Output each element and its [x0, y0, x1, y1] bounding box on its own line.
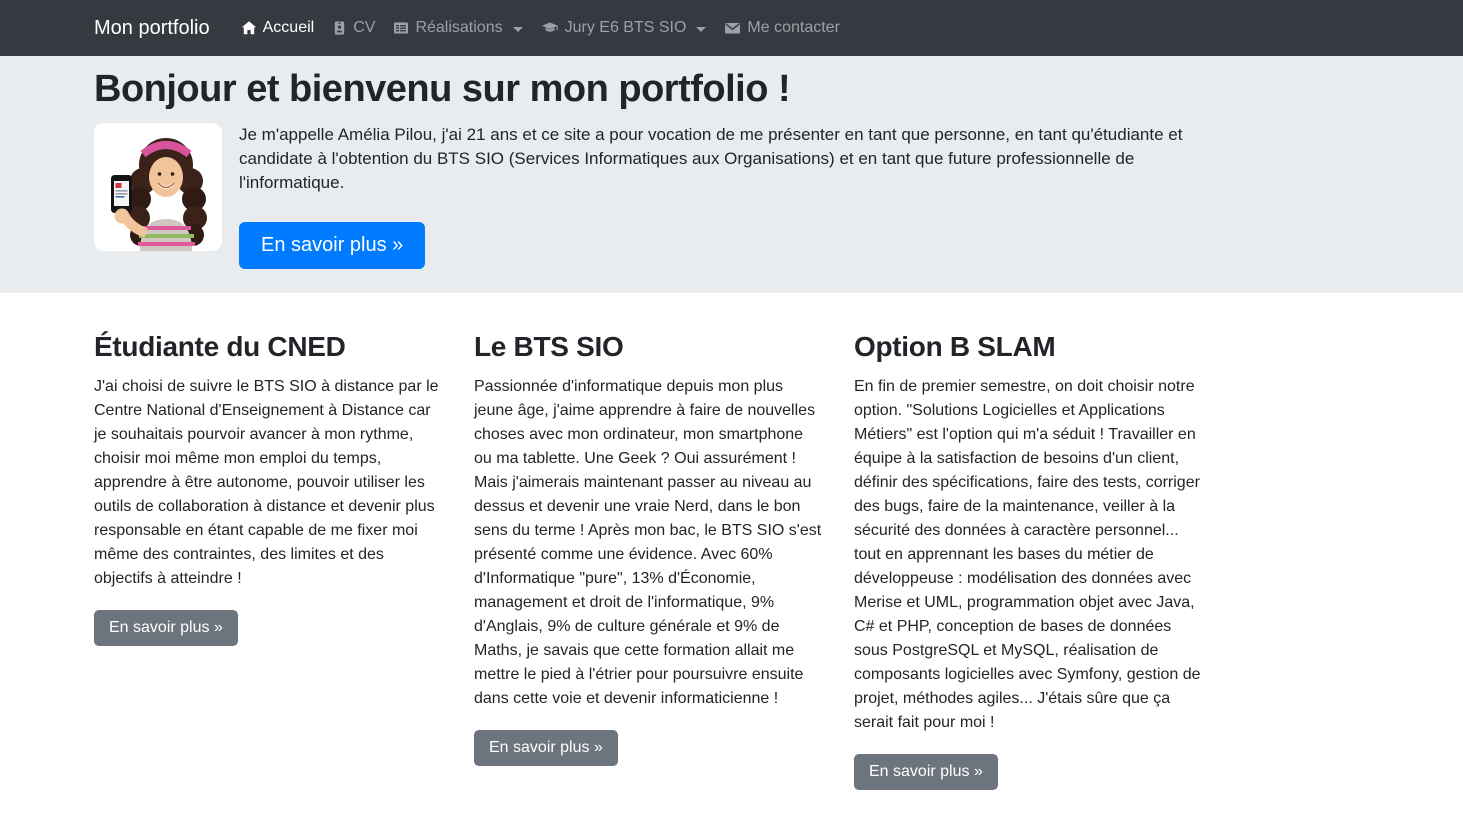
column-etudiante-cned: Étudiante du CNED J'ai choisi de suivre …	[94, 331, 444, 790]
column-title: Option B SLAM	[854, 331, 1056, 363]
home-icon	[241, 20, 257, 36]
chevron-down-icon	[696, 26, 707, 32]
id-badge-icon	[332, 20, 347, 36]
nav-item-label: Me contacter	[747, 19, 840, 36]
column-title: Le BTS SIO	[474, 331, 624, 363]
hero-learn-more-button[interactable]: En savoir plus »	[239, 222, 426, 270]
cned-learn-more-button[interactable]: En savoir plus »	[94, 610, 238, 647]
nav-item-label: Jury E6 BTS SIO	[564, 19, 687, 36]
nav-item-realisations[interactable]: Réalisations	[384, 9, 531, 47]
slam-learn-more-button[interactable]: En savoir plus »	[854, 754, 998, 791]
envelope-icon	[724, 20, 741, 36]
nav-item-jury-e6[interactable]: Jury E6 BTS SIO	[532, 9, 716, 47]
hero-section: Bonjour et bienvenu sur mon portfolio !	[0, 56, 1463, 294]
list-icon	[393, 20, 409, 36]
column-text: J'ai choisi de suivre le BTS SIO à dista…	[94, 378, 439, 588]
nav-item-accueil[interactable]: Accueil	[232, 9, 324, 47]
column-bts-sio: Le BTS SIO Passionnée d'informatique dep…	[474, 331, 824, 790]
nav-item-label: CV	[353, 19, 376, 36]
nav-item-label: Réalisations	[415, 19, 503, 36]
page-title: Bonjour et bienvenu sur mon portfolio !	[94, 68, 791, 110]
nav-menu: Accueil CV Réalisations Jury E6 BTS SIO	[232, 9, 849, 47]
graduation-cap-icon	[541, 20, 559, 36]
intro-text: Je m'appelle Amélia Pilou, j'ai 21 ans e…	[239, 125, 1183, 193]
nav-item-cv[interactable]: CV	[323, 9, 384, 47]
column-title: Étudiante du CNED	[94, 331, 346, 363]
column-option-slam: Option B SLAM En fin de premier semestre…	[854, 331, 1204, 791]
chevron-down-icon	[512, 26, 523, 32]
main-content: Étudiante du CNED J'ai choisi de suivre …	[94, 331, 1205, 822]
bts-sio-learn-more-button[interactable]: En savoir plus »	[474, 730, 618, 767]
navbar: Mon portfolio Accueil CV Réalisations	[0, 0, 1463, 56]
column-text: En fin de premier semestre, on doit choi…	[854, 378, 1201, 732]
nav-item-label: Accueil	[262, 19, 315, 36]
nav-item-contact[interactable]: Me contacter	[715, 9, 848, 47]
column-text: Passionnée d'informatique depuis mon plu…	[474, 378, 822, 708]
brand[interactable]: Mon portfolio	[94, 16, 210, 39]
portrait-photo	[94, 123, 222, 251]
